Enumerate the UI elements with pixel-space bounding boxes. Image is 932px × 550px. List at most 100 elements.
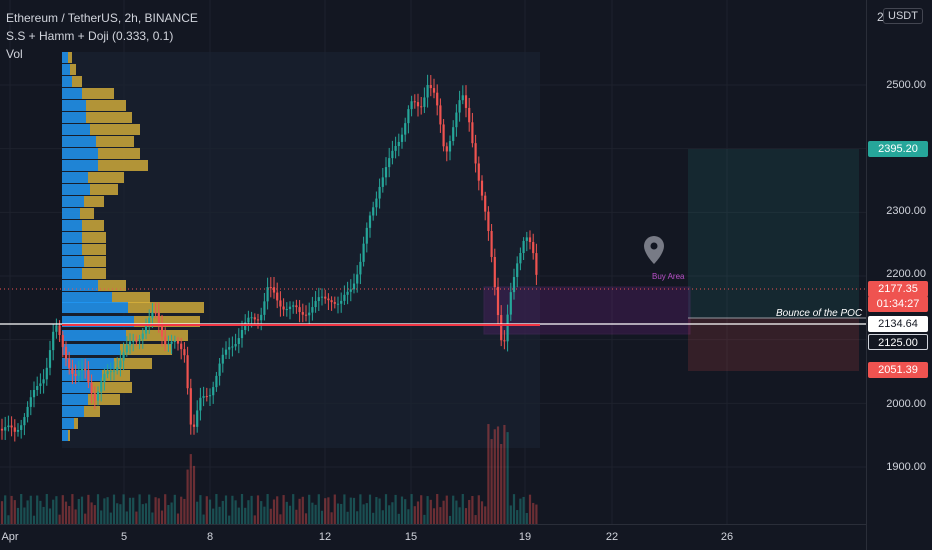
volume-bar bbox=[0, 501, 4, 524]
profile-bar-sell bbox=[82, 268, 106, 279]
chart-svg[interactable] bbox=[0, 0, 866, 524]
candle-body bbox=[106, 371, 109, 374]
volume-bar bbox=[304, 513, 308, 524]
candle-body bbox=[154, 312, 157, 314]
candle-body bbox=[186, 355, 189, 389]
volume-bar bbox=[272, 499, 276, 524]
volume-bar bbox=[148, 494, 151, 524]
candle-body bbox=[336, 303, 340, 305]
candle-body bbox=[333, 302, 336, 304]
profile-bar-sell bbox=[112, 292, 150, 303]
volume-bar bbox=[448, 515, 452, 524]
volume-bar bbox=[141, 504, 144, 524]
price-tick: 2000.00 bbox=[886, 398, 926, 410]
candle-body bbox=[426, 84, 429, 98]
volume-bar bbox=[490, 439, 493, 524]
volume-bar bbox=[426, 496, 429, 524]
volume-bar bbox=[173, 494, 176, 524]
volume-bar bbox=[314, 504, 317, 524]
candle-body bbox=[256, 319, 260, 321]
candle-body bbox=[455, 112, 458, 128]
volume-bar bbox=[250, 495, 253, 524]
volume-bar bbox=[16, 507, 20, 524]
volume-bar bbox=[375, 497, 378, 524]
candle-body bbox=[218, 363, 221, 376]
candle-body bbox=[58, 325, 61, 336]
volume-bar bbox=[445, 495, 448, 524]
candle-body bbox=[522, 240, 525, 254]
profile-bar-buy bbox=[62, 52, 68, 63]
profile-bar-sell bbox=[84, 196, 104, 207]
profile-bar-buy bbox=[62, 430, 68, 441]
candle-body bbox=[23, 417, 26, 426]
volume-bar bbox=[61, 495, 64, 524]
volume-bar bbox=[436, 494, 439, 524]
volume-bar bbox=[244, 507, 247, 524]
volume-bar bbox=[397, 513, 400, 524]
volume-bar bbox=[484, 506, 487, 524]
candle-body bbox=[52, 331, 55, 351]
candle-body bbox=[416, 102, 420, 107]
chart-canvas[interactable]: Ethereum / TetherUS, 2h, BINANCE S.S + H… bbox=[0, 0, 866, 524]
candle-body bbox=[330, 300, 333, 303]
profile-bar-sell bbox=[82, 220, 104, 231]
profile-bar-sell bbox=[74, 418, 78, 429]
volume-bar bbox=[157, 498, 160, 524]
volume-bar bbox=[135, 511, 138, 524]
candle-body bbox=[173, 341, 176, 343]
candle-body bbox=[148, 317, 151, 326]
entry-price-label: 2125.00 bbox=[868, 334, 928, 350]
poc-price-label: 2134.64 bbox=[868, 316, 928, 332]
candle-body bbox=[468, 107, 471, 123]
profile-bar-sell bbox=[84, 406, 100, 417]
candle-body bbox=[20, 425, 23, 430]
volume-bar bbox=[522, 496, 525, 524]
candle-body bbox=[285, 309, 288, 311]
volume-bar bbox=[68, 506, 71, 524]
volume-bar bbox=[90, 502, 93, 524]
volume-bar bbox=[340, 503, 343, 524]
time-axis[interactable]: Apr 5 8 12 15 19 22 26 bbox=[0, 524, 866, 550]
symbol-legend[interactable]: Ethereum / TetherUS, 2h, BINANCE bbox=[6, 11, 198, 25]
candle-body bbox=[13, 427, 16, 432]
candle-body bbox=[74, 373, 77, 377]
profile-bar-buy bbox=[62, 184, 90, 195]
candle-body bbox=[10, 425, 13, 428]
candle-body bbox=[96, 391, 100, 401]
volume-bar bbox=[439, 507, 442, 524]
profile-bar-sell bbox=[98, 160, 148, 171]
time-tick: 26 bbox=[720, 531, 734, 543]
candle-body bbox=[231, 346, 234, 348]
volume-bar bbox=[119, 504, 122, 524]
volume-bar bbox=[391, 502, 394, 524]
candle-body bbox=[279, 300, 282, 307]
price-axis[interactable]: 2 USDT 2500.00 2300.00 2200.00 2000.00 1… bbox=[866, 0, 932, 550]
volume-legend[interactable]: Vol bbox=[6, 47, 23, 61]
candle-body bbox=[208, 395, 212, 397]
buy-area-label: Buy Area bbox=[652, 272, 685, 281]
profile-bar-buy bbox=[62, 76, 72, 87]
profile-bar-sell bbox=[90, 124, 140, 135]
volume-bar bbox=[532, 502, 535, 524]
volume-bar bbox=[506, 432, 509, 524]
profile-bar-sell bbox=[86, 100, 126, 111]
profile-bar-sell bbox=[92, 382, 132, 393]
volume-bar bbox=[164, 494, 167, 524]
volume-bar bbox=[327, 497, 330, 524]
currency-button[interactable]: USDT bbox=[883, 8, 923, 24]
volume-bar bbox=[496, 426, 500, 524]
volume-bar bbox=[202, 514, 205, 524]
candle-body bbox=[298, 307, 301, 313]
candle-body bbox=[29, 397, 32, 407]
candle-body bbox=[116, 367, 119, 371]
candle-body bbox=[272, 287, 276, 293]
volume-bar bbox=[112, 494, 116, 524]
candle-body bbox=[509, 292, 512, 315]
indicator-legend[interactable]: S.S + Hamm + Doji (0.333, 0.1) bbox=[6, 29, 174, 43]
candle-body bbox=[80, 368, 84, 371]
candle-body bbox=[404, 123, 407, 135]
time-tick: 8 bbox=[206, 531, 214, 543]
volume-bar bbox=[138, 494, 141, 524]
volume-bar bbox=[493, 429, 496, 524]
volume-bar bbox=[13, 500, 16, 524]
